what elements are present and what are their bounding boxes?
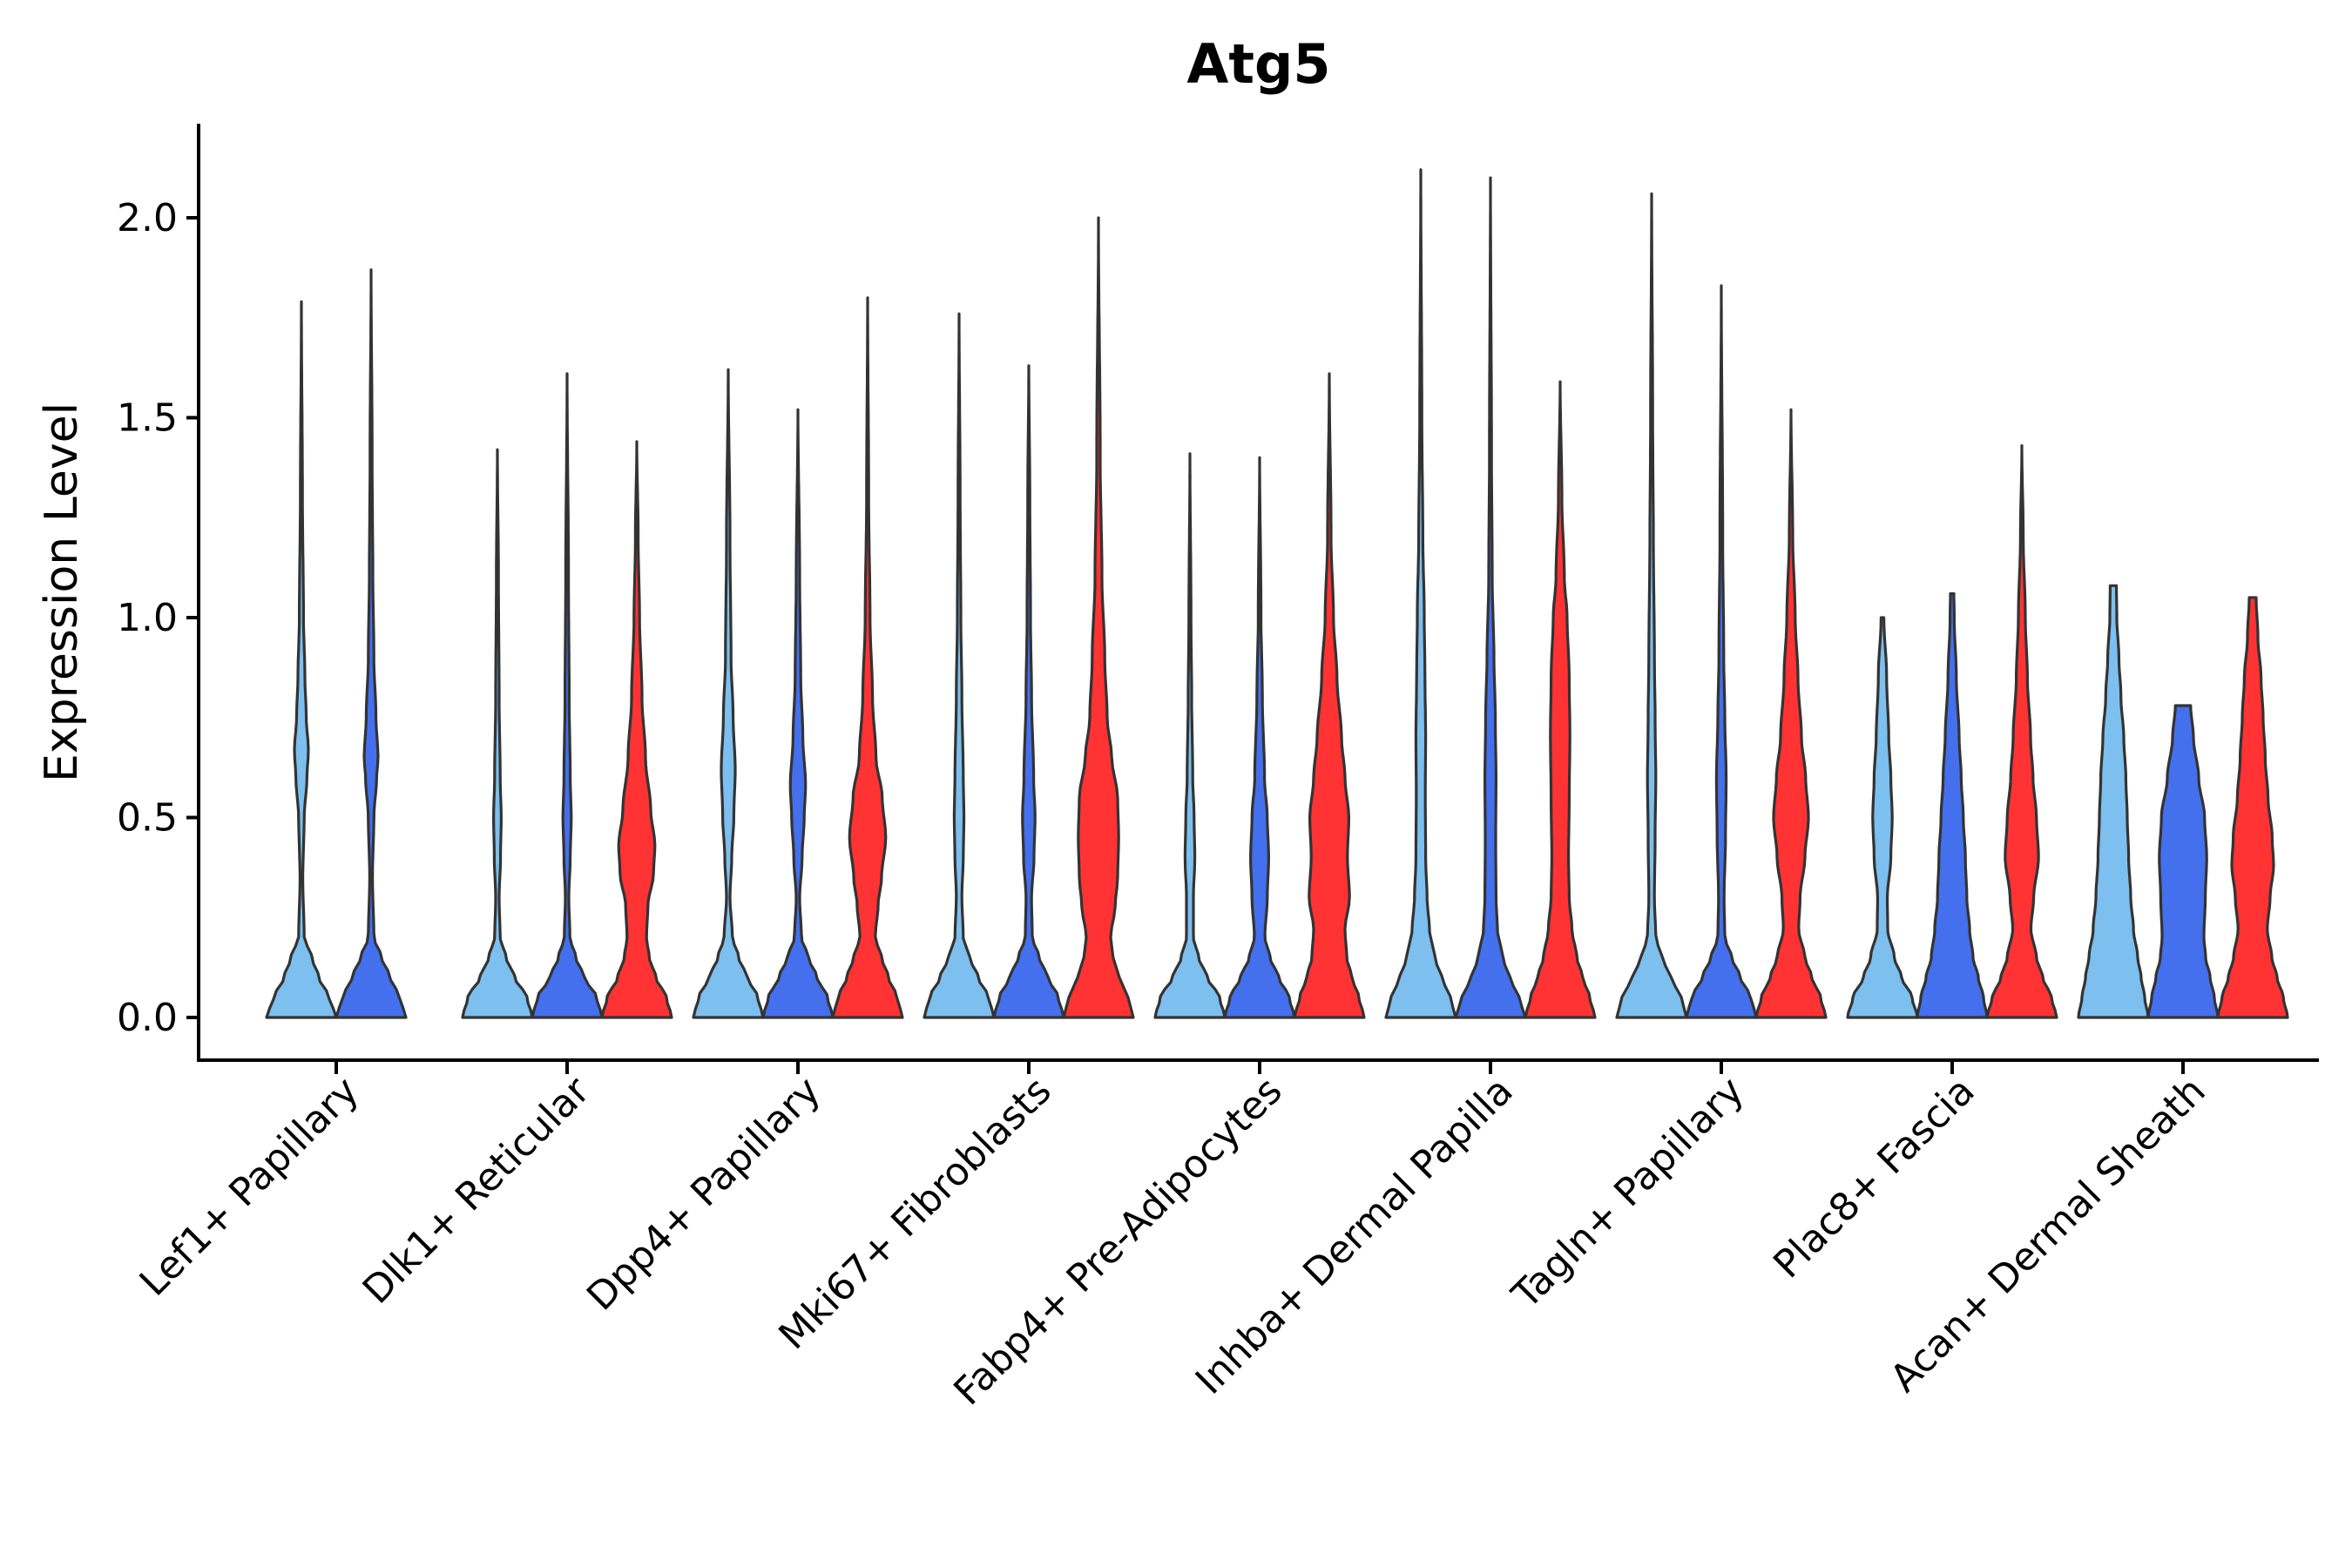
- violin-group-1-5: [1384, 168, 1457, 1019]
- violin-group-2-2: [761, 408, 835, 1019]
- violin-group-2-6: [1685, 284, 1758, 1019]
- y-tick-label: 1.0: [117, 596, 178, 640]
- violin-group-1-0: [265, 300, 338, 1019]
- x-tick-label: Tagln+ Papillary: [1504, 1069, 1753, 1318]
- violin-group-3-8: [2216, 596, 2289, 1019]
- violin-group-3-7: [1985, 444, 2058, 1019]
- violin-group-3-3: [1062, 216, 1135, 1019]
- violin-group-1-3: [923, 312, 996, 1019]
- y-tick-label: 0.0: [117, 996, 178, 1040]
- violin-group-2-4: [1223, 456, 1296, 1019]
- violin-group-1-4: [1153, 452, 1227, 1019]
- y-ticks: 0.0 0.5 1.0 1.5 2.0: [117, 196, 199, 1040]
- violin-group-2-5: [1454, 176, 1527, 1019]
- violin-group-2-1: [531, 372, 604, 1019]
- violin-group-1-6: [1615, 192, 1688, 1019]
- violin-group-2-0: [335, 268, 408, 1019]
- x-tick-label: Lef1+ Papillary: [132, 1069, 368, 1305]
- violin-group-3-4: [1293, 372, 1366, 1019]
- violins: [265, 168, 2289, 1019]
- y-tick-label: 1.5: [117, 396, 178, 441]
- violin-group-3-6: [1754, 408, 1828, 1019]
- violin-group-2-7: [1916, 591, 1989, 1019]
- violin-group-2-8: [2146, 704, 2220, 1019]
- y-axis-title: Expression Level: [36, 402, 88, 782]
- violin-group-3-1: [600, 440, 673, 1019]
- y-tick-label: 0.5: [117, 796, 178, 841]
- violin-group-1-7: [1846, 616, 1919, 1019]
- violin-group-3-5: [1524, 380, 1597, 1019]
- x-tick-label: Dlk1+ Reticular: [355, 1068, 599, 1313]
- violin-group-2-3: [992, 364, 1065, 1019]
- x-tick-label: Plac8+ Fascia: [1765, 1069, 1984, 1288]
- violin-group-3-2: [831, 296, 904, 1019]
- x-tick-label: Dpp4+ Papillary: [578, 1069, 829, 1320]
- violin-group-1-8: [2077, 584, 2150, 1019]
- violin-group-1-1: [461, 448, 534, 1019]
- y-tick-label: 2.0: [117, 196, 178, 240]
- chart-title: Atg5: [1186, 32, 1330, 96]
- violin-group-1-2: [692, 368, 765, 1019]
